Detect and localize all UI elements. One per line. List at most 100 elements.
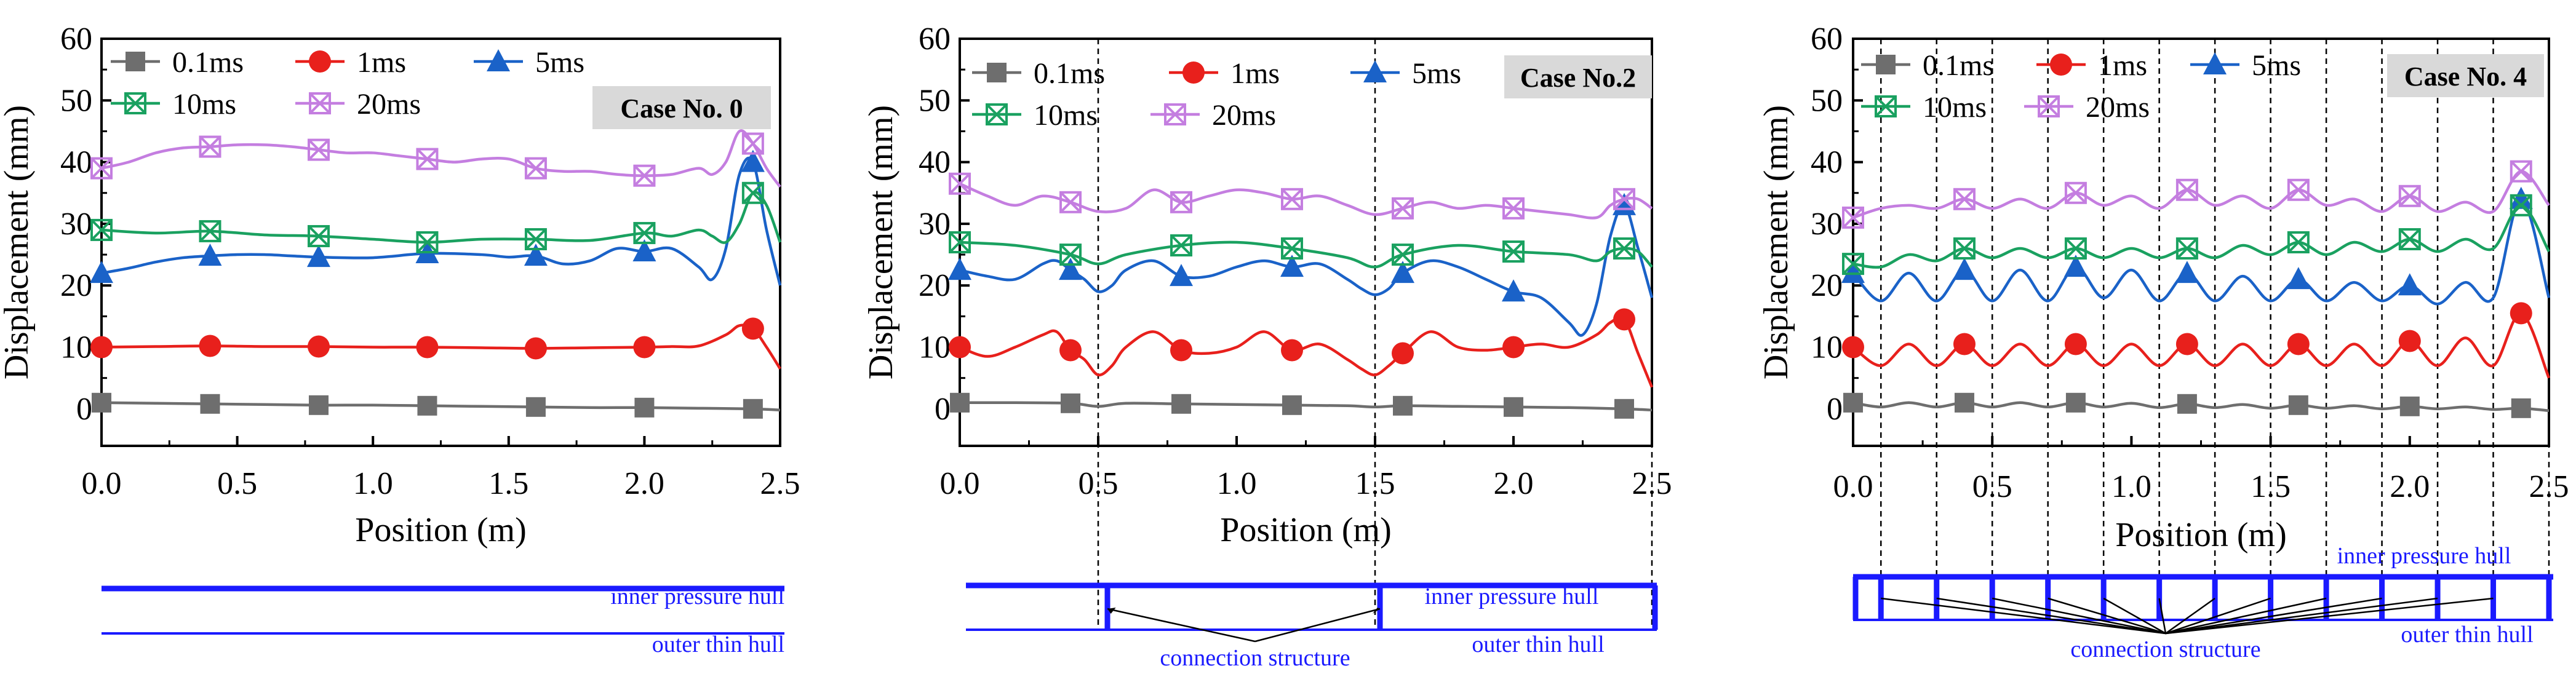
data-point-marker	[524, 337, 547, 360]
y-axis-label: Displacement (mm)	[862, 105, 900, 379]
data-point-marker	[525, 397, 546, 417]
series-line	[1852, 204, 2550, 269]
data-point-marker	[949, 172, 971, 195]
y-tick-label: 20	[1811, 268, 1843, 303]
chart-panel-case-4: 0 10 20 30 40 50 60 0.0 0.5 1.0 1.5 2.0 2.5 Position …	[1757, 22, 2569, 621]
series-line	[101, 129, 781, 188]
data-point-marker	[524, 228, 547, 250]
data-point-marker	[1613, 308, 1635, 331]
pointer-arrow	[1936, 597, 2166, 635]
data-point-marker	[1059, 339, 1082, 362]
series-10ms	[949, 231, 1653, 269]
pointer-arrow	[2158, 598, 2167, 634]
data-point-marker	[1842, 206, 1864, 229]
data-point-marker	[1502, 197, 1525, 220]
case-label-box	[2387, 54, 2544, 97]
pointer-arrow	[2165, 597, 2382, 635]
x-axis-label: Position (m)	[355, 511, 526, 549]
data-point-marker	[1502, 336, 1525, 359]
data-point-marker	[633, 336, 656, 359]
data-point-marker	[2398, 228, 2421, 250]
data-point-marker	[307, 138, 330, 161]
outer-hull-label: outer thin hull	[1472, 632, 1604, 657]
data-point-marker	[1613, 188, 1635, 210]
series-5ms	[948, 192, 1654, 337]
x-tick-label: 2.5	[760, 466, 800, 501]
y-tick-label: 30	[1811, 207, 1843, 242]
hull-diagram-case-2: inner pressure hull outer thin hull conn…	[966, 582, 1658, 671]
pointer-arrow	[1881, 597, 2166, 635]
legend-label: 20ms	[1212, 99, 1276, 132]
data-point-marker	[1391, 261, 1414, 284]
legend-label: 0.1ms	[1034, 57, 1105, 90]
series-5ms	[1841, 186, 2551, 306]
legend-label: 5ms	[2252, 49, 2301, 82]
pointer-arrow	[2048, 597, 2166, 635]
x-tick-label: 0.0	[1833, 469, 1873, 504]
data-point-marker	[1392, 342, 1414, 365]
legend-label: 10ms	[172, 88, 236, 121]
data-point-marker	[743, 398, 763, 419]
data-point-marker	[90, 261, 113, 284]
legend-marker	[1164, 103, 1186, 125]
y-tick-label: 10	[1811, 330, 1843, 365]
data-point-marker	[949, 231, 971, 253]
data-point-marker	[1392, 197, 1414, 220]
data-point-marker	[633, 164, 656, 187]
data-point-marker	[1392, 244, 1414, 266]
legend-label: 10ms	[1034, 99, 1098, 132]
data-point-marker	[632, 239, 656, 262]
data-point-marker	[416, 231, 439, 253]
case-label: Case No. 0	[620, 93, 743, 124]
data-point-marker	[949, 336, 971, 359]
pointer-arrow	[2165, 597, 2271, 635]
data-point-marker	[1953, 333, 1976, 355]
data-point-marker	[199, 135, 221, 158]
data-point-marker	[200, 394, 220, 414]
data-point-marker	[948, 258, 971, 280]
pointer-arrow	[1254, 608, 1381, 643]
data-point-marker	[2398, 273, 2422, 296]
x-tick-label: 1.0	[353, 466, 393, 501]
pointer-arrow	[2165, 597, 2327, 635]
y-tick-label: 50	[60, 83, 92, 118]
data-point-marker	[308, 395, 329, 415]
data-point-marker	[1841, 261, 1865, 284]
y-tick-label: 10	[60, 330, 92, 365]
data-point-marker	[307, 335, 330, 358]
series-10ms	[1842, 194, 2550, 276]
data-point-marker	[2287, 178, 2310, 201]
x-tick-label: 0.5	[1972, 469, 2012, 504]
data-point-marker	[524, 244, 548, 266]
y-tick-label: 60	[919, 22, 951, 57]
data-point-marker	[90, 218, 113, 241]
legend-label: 20ms	[357, 88, 421, 121]
y-tick-label: 20	[919, 268, 951, 303]
data-point-marker	[2175, 178, 2198, 201]
data-point-marker	[1281, 188, 1303, 210]
data-point-marker	[2288, 395, 2308, 415]
data-point-marker	[1061, 393, 1080, 413]
case-label: Case No.2	[1520, 63, 1636, 93]
outer-hull-label: outer thin hull	[652, 632, 784, 657]
data-point-marker	[199, 220, 221, 242]
legend-label: 10ms	[1923, 91, 1987, 124]
pointer-arrow	[2165, 597, 2215, 635]
data-point-marker	[741, 317, 764, 340]
legend-label: 1ms	[2098, 49, 2147, 82]
legend-label: 1ms	[1230, 57, 1280, 90]
data-point-marker	[92, 392, 111, 413]
x-tick-label: 2.0	[1494, 466, 1534, 501]
chart-panel-case-0: 0 10 20 30 40 50 60 0.0 0.5 1.0 1.5 2.0 2.5 Position …	[0, 22, 800, 549]
y-tick-label: 50	[1811, 83, 1843, 118]
data-point-marker	[1170, 264, 1193, 287]
case-label-box	[1504, 55, 1652, 98]
data-point-marker	[90, 157, 113, 180]
data-point-marker	[1393, 395, 1413, 416]
data-point-marker	[1171, 394, 1191, 414]
data-point-marker	[2064, 181, 2087, 204]
x-tick-label: 2.5	[1632, 466, 1672, 501]
x-tick-label: 2.0	[624, 466, 664, 501]
legend-marker	[309, 92, 331, 114]
legend-marker	[1875, 95, 1897, 117]
